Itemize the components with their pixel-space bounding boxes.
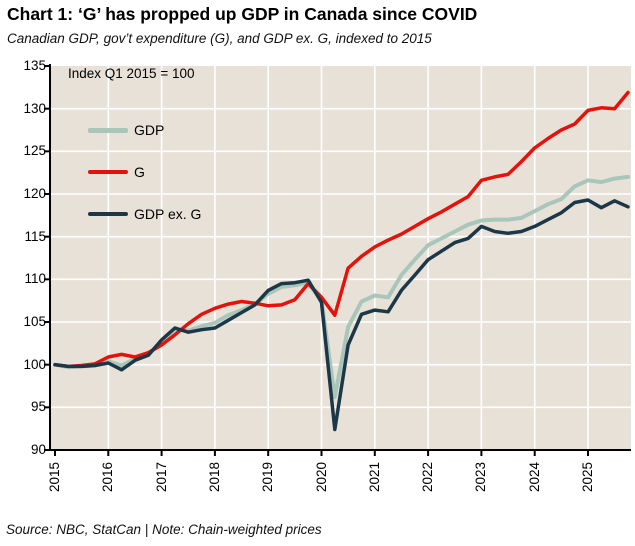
y-axis-tick-label: 115 — [24, 228, 46, 244]
legend-label: GDP — [134, 122, 165, 138]
index-annotation: Index Q1 2015 = 100 — [68, 66, 195, 81]
x-axis-tick-label: 2019 — [260, 462, 276, 493]
y-axis-tick-label: 130 — [23, 100, 46, 116]
legend-label: G — [134, 164, 145, 180]
legend-swatch-gdp — [88, 127, 128, 133]
x-axis-tick-label: 2021 — [366, 462, 382, 493]
x-axis-tick-label: 2016 — [100, 462, 116, 493]
y-axis-tick-label: 135 — [23, 58, 46, 73]
x-axis-tick-label: 2022 — [420, 462, 436, 493]
source-note: Source: NBC, StatCan | Note: Chain-weigh… — [6, 522, 322, 537]
y-axis-tick-label: 105 — [23, 314, 46, 329]
x-axis-tick-label: 2025 — [580, 462, 595, 493]
y-axis-tick-label: 90 — [30, 442, 46, 457]
x-axis-tick-label: 2015 — [47, 462, 62, 493]
x-axis-tick-label: 2023 — [473, 462, 489, 493]
series-line-gdp-ex--g — [53, 198, 630, 432]
y-axis-tick-label: 100 — [23, 356, 46, 372]
x-axis-tick-label: 2018 — [206, 462, 222, 493]
chart-subtitle: Canadian GDP, gov’t expenditure (G), and… — [7, 31, 432, 46]
legend-label: GDP ex. G — [134, 206, 202, 222]
plot-area — [44, 64, 631, 456]
y-axis-tick-label: 125 — [23, 143, 46, 159]
chart-title: Chart 1: ‘G’ has propped up GDP in Canad… — [7, 4, 478, 24]
legend-swatch-g — [88, 170, 128, 174]
x-axis-tick-label: 2017 — [153, 462, 169, 493]
x-axis-tick-label: 2020 — [313, 462, 329, 493]
y-axis-tick-label: 120 — [23, 186, 46, 201]
y-axis-tick-label: 110 — [24, 271, 46, 287]
x-axis-tick-label: 2024 — [526, 462, 542, 493]
legend-swatch-gdp-ex--g — [88, 212, 128, 216]
y-axis-tick-label: 95 — [30, 399, 46, 415]
